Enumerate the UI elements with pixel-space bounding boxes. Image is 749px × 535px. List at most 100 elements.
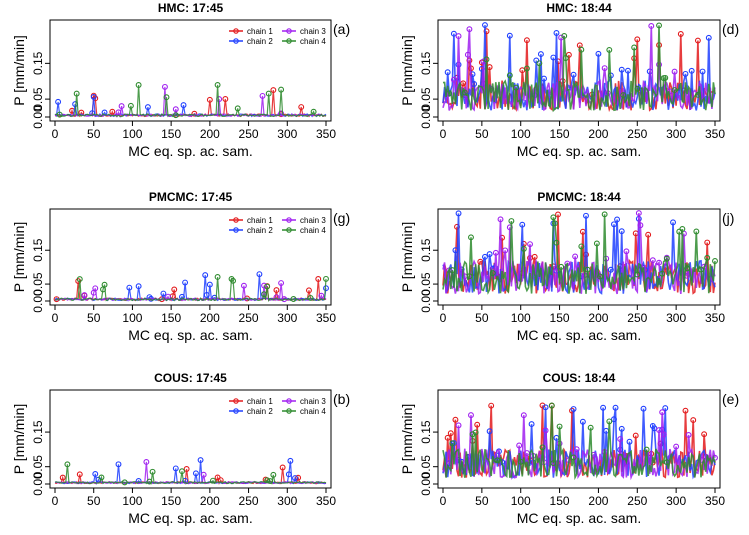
data-point xyxy=(494,457,501,464)
data-point xyxy=(601,211,608,218)
legend-marker xyxy=(286,398,292,404)
y-tick-label: 0.15 xyxy=(419,51,433,75)
x-tick-label: 200 xyxy=(200,127,220,141)
legend-marker xyxy=(286,408,292,414)
data-point xyxy=(671,87,678,94)
data-point xyxy=(555,211,561,218)
data-point xyxy=(506,32,513,39)
x-tick-label: 0 xyxy=(440,311,447,325)
data-point xyxy=(307,294,314,301)
y-axis-label: P [mm/min] xyxy=(399,404,415,475)
data-point xyxy=(202,272,209,279)
data-point xyxy=(542,404,549,411)
x-tick-label: 0 xyxy=(52,127,59,141)
data-point xyxy=(595,50,602,57)
data-point xyxy=(76,471,83,478)
data-point xyxy=(264,283,271,290)
data-point xyxy=(597,273,603,280)
data-point xyxy=(670,219,676,226)
legend-marker xyxy=(286,38,292,44)
data-point xyxy=(551,220,558,227)
data-point xyxy=(486,428,493,435)
data-point xyxy=(444,434,451,441)
data-point xyxy=(310,108,317,115)
data-point xyxy=(306,287,312,294)
panel-title: COUS: 17:45 xyxy=(154,371,227,385)
panel-tag: (j) xyxy=(722,210,734,226)
x-tick-label: 100 xyxy=(122,311,142,325)
data-point xyxy=(261,291,268,298)
data-point xyxy=(482,253,488,260)
data-point xyxy=(135,82,142,88)
data-point xyxy=(565,51,572,58)
data-point xyxy=(660,431,667,438)
x-tick-label: 150 xyxy=(161,311,181,325)
x-tick-label: 300 xyxy=(666,311,686,325)
data-point xyxy=(171,286,178,293)
data-point xyxy=(519,221,526,228)
data-point xyxy=(179,468,185,475)
data-point xyxy=(550,54,557,61)
data-point xyxy=(264,477,271,484)
series-chain-4 xyxy=(442,214,716,295)
data-point xyxy=(192,470,199,477)
x-tick-label: 50 xyxy=(87,494,101,508)
data-point xyxy=(278,86,285,93)
data-point xyxy=(197,457,204,463)
data-point xyxy=(634,85,641,92)
x-tick-label: 50 xyxy=(87,311,101,325)
data-point xyxy=(222,96,229,102)
data-point xyxy=(261,282,268,289)
x-axis-label: MC eq. sp. ac. sam. xyxy=(128,510,252,526)
x-tick-label: 100 xyxy=(122,494,142,508)
data-point xyxy=(520,245,527,252)
data-point xyxy=(645,231,652,238)
data-point xyxy=(92,285,99,292)
legend-marker xyxy=(233,227,239,233)
data-point xyxy=(620,92,627,99)
x-tick-label: 350 xyxy=(316,127,336,141)
data-point xyxy=(101,281,108,288)
panel-6: COUS: 18:44(e)0 50 100 150 200 250 300 3500.000… xyxy=(399,371,739,526)
data-point xyxy=(673,443,680,450)
data-point xyxy=(537,51,544,58)
y-tick-label: 0.00 xyxy=(31,472,45,496)
data-point xyxy=(298,104,305,110)
series-chain-4 xyxy=(54,276,327,303)
data-point xyxy=(295,474,302,481)
legend-label: chain 3 xyxy=(300,216,326,225)
x-tick-label: 200 xyxy=(588,127,608,141)
data-point xyxy=(73,90,80,97)
legend-label: chain 4 xyxy=(300,37,326,46)
data-point xyxy=(699,68,706,75)
data-point xyxy=(449,440,456,447)
x-tick-label: 100 xyxy=(511,127,531,141)
y-tick-label: 0.15 xyxy=(419,238,433,262)
data-point xyxy=(98,474,105,481)
panel-tag: (d) xyxy=(722,21,739,37)
data-point xyxy=(149,468,156,475)
data-point xyxy=(606,46,613,53)
panel-4: PMCMC: 18:44 (j) 0 50 100 150 200 250 300 350 0.00… xyxy=(399,190,734,343)
panel-2: HMC: 18:44(d)0 50 100 150 200 250 300 3500.000.… xyxy=(399,1,739,159)
y-tick-label: 0.05 xyxy=(31,455,45,479)
data-point xyxy=(464,51,471,58)
data-point xyxy=(64,461,71,468)
data-point xyxy=(135,283,142,290)
data-point xyxy=(172,465,179,472)
legend-label: chain 2 xyxy=(247,226,273,235)
data-point xyxy=(659,409,666,416)
data-point xyxy=(679,226,686,232)
x-tick-label: 150 xyxy=(550,494,570,508)
data-point xyxy=(92,95,99,102)
data-point xyxy=(121,479,128,486)
data-point xyxy=(625,67,631,74)
data-point xyxy=(179,293,185,300)
y-tick-label: 0.15 xyxy=(31,420,45,444)
data-point xyxy=(466,26,473,33)
data-point xyxy=(612,404,619,411)
data-point xyxy=(180,102,187,109)
data-point xyxy=(273,287,280,294)
data-point xyxy=(450,30,457,37)
